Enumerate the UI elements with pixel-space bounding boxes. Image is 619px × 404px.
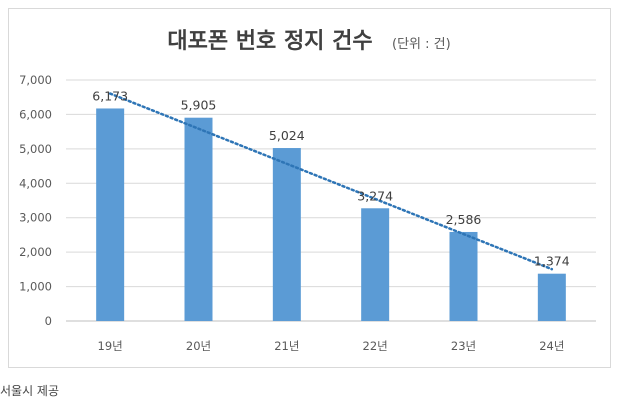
- y-tick-label: 2,000: [19, 245, 52, 259]
- y-tick-label: 5,000: [19, 142, 52, 156]
- data-label: 1,374: [534, 254, 570, 269]
- gridlines: [66, 79, 596, 322]
- data-label: 3,274: [357, 188, 393, 203]
- data-label: 6,173: [92, 88, 128, 103]
- chart-unit-note: (단위 : 건): [392, 37, 451, 52]
- y-tick-label: 7,000: [19, 73, 52, 87]
- bar-23년: [449, 231, 478, 321]
- bar-20년: [184, 117, 213, 322]
- data-label: 5,905: [181, 98, 217, 113]
- x-tick-label: 21년: [274, 339, 299, 353]
- y-tick-label: 4,000: [19, 176, 52, 190]
- data-label: 5,024: [269, 128, 305, 143]
- x-tick-label: 24년: [539, 339, 564, 353]
- x-tick-label: 23년: [451, 339, 476, 353]
- bar-24년: [537, 273, 566, 321]
- data-labels: 6,173 5,905 5,024 3,274 2,586 1,374: [92, 88, 569, 268]
- trendline: [108, 92, 554, 271]
- x-tick-label: 22년: [363, 339, 388, 353]
- bars: [96, 108, 566, 322]
- source-credit: 서울시 제공: [0, 384, 60, 398]
- y-tick-label: 0: [45, 314, 52, 328]
- trendline-group: [108, 92, 554, 271]
- data-label: 2,586: [446, 212, 482, 227]
- bar-19년: [96, 108, 125, 321]
- y-tick-label: 1,000: [19, 280, 52, 294]
- x-tick-label: 20년: [186, 339, 211, 353]
- y-tick-label: 6,000: [19, 107, 52, 121]
- bar-21년: [272, 148, 301, 321]
- x-axis-ticks: 19년 20년 21년 22년 23년 24년: [98, 339, 565, 353]
- y-tick-label: 3,000: [19, 211, 52, 225]
- bar-22년: [361, 208, 390, 321]
- y-axis-ticks: 0 1,000 2,000 3,000 4,000 5,000 6,000 7,000: [19, 73, 52, 328]
- x-tick-label: 19년: [98, 339, 123, 353]
- chart-title: 대포폰 번호 정지 건수: [167, 29, 372, 54]
